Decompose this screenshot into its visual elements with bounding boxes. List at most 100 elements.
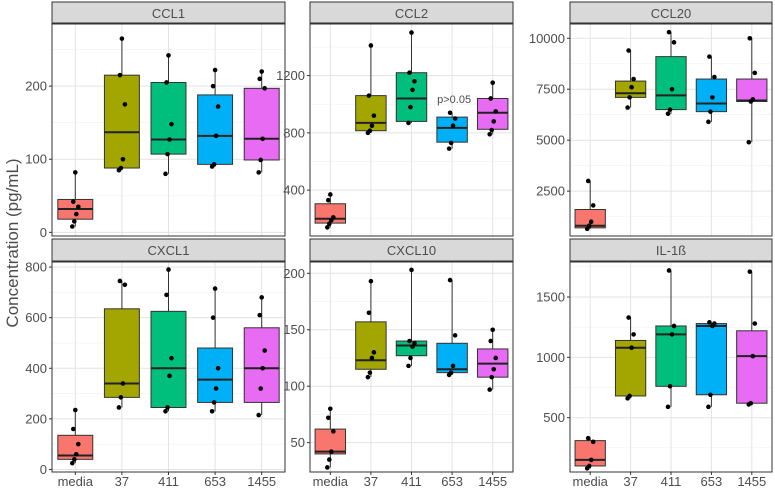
facet-title: IL-1ß xyxy=(656,243,686,258)
y-tick-label: 50 xyxy=(291,435,305,450)
data-point xyxy=(212,67,218,73)
box-37 xyxy=(103,278,140,410)
data-point xyxy=(450,363,456,369)
data-point xyxy=(325,465,330,470)
data-point xyxy=(450,123,456,129)
data-point xyxy=(169,355,174,361)
y-tick-label: 100 xyxy=(25,152,47,167)
data-point xyxy=(490,80,496,86)
data-point xyxy=(488,96,494,101)
y-tick-label: 400 xyxy=(25,361,47,376)
panel-border xyxy=(51,23,286,237)
box-iqr xyxy=(150,81,187,155)
data-point xyxy=(262,86,268,91)
data-point xyxy=(712,74,717,80)
x-tick-label: 37 xyxy=(623,474,637,488)
data-point xyxy=(586,463,592,469)
box-1455 xyxy=(243,295,280,418)
data-point xyxy=(707,320,712,325)
data-point xyxy=(586,223,592,229)
panel-border xyxy=(309,23,514,237)
facet-title: CCL1 xyxy=(152,6,185,21)
facet-panel-ccl20: CCL20 2500 5000 7500 10000 xyxy=(529,1,773,237)
data-point xyxy=(164,80,169,85)
data-point xyxy=(631,332,636,337)
data-point xyxy=(407,70,412,76)
data-point xyxy=(746,139,752,145)
y-tick-label: 0 xyxy=(40,462,47,477)
data-point xyxy=(406,363,411,369)
data-point xyxy=(256,170,262,175)
data-point xyxy=(588,219,594,225)
data-point xyxy=(412,340,417,346)
box-411 xyxy=(150,53,187,177)
y-tick-label: 7500 xyxy=(536,82,565,97)
data-point xyxy=(493,109,499,114)
box-37 xyxy=(614,48,647,110)
box-iqr xyxy=(355,321,387,370)
facet-strip xyxy=(309,1,514,24)
y-tick-label: 500 xyxy=(543,410,565,425)
data-point xyxy=(447,110,453,116)
data-point xyxy=(328,406,333,412)
y-axis-label: Concentration (pg/mL) xyxy=(3,158,22,327)
y-tick-label: 200 xyxy=(25,79,47,94)
data-point xyxy=(491,366,497,372)
data-point xyxy=(585,178,591,184)
x-tick-label: 411 xyxy=(401,474,422,488)
data-point xyxy=(490,327,496,333)
data-point xyxy=(629,345,634,350)
x-tick-label: media xyxy=(313,474,349,488)
data-point xyxy=(671,40,677,45)
data-point xyxy=(166,53,171,58)
box-media xyxy=(574,435,606,471)
box-iqr xyxy=(655,56,687,111)
box-iqr xyxy=(476,97,509,130)
data-point xyxy=(629,84,634,90)
data-point xyxy=(262,348,268,353)
data-point xyxy=(708,392,713,398)
data-point xyxy=(163,408,168,414)
box-411 xyxy=(655,268,687,410)
data-point xyxy=(166,267,171,272)
x-tick-label: 653 xyxy=(441,474,463,488)
data-point xyxy=(122,282,128,288)
data-point xyxy=(118,165,124,171)
x-tick-label: media xyxy=(58,474,94,488)
data-point xyxy=(327,457,332,462)
data-point xyxy=(590,439,596,445)
data-point xyxy=(71,199,76,204)
data-point xyxy=(209,408,215,414)
box-iqr xyxy=(436,342,468,374)
y-tick-label: 2500 xyxy=(536,184,565,199)
box-iqr xyxy=(103,74,140,169)
annotation-label: p>0.05 xyxy=(437,94,471,106)
data-point xyxy=(213,386,219,391)
data-point xyxy=(410,344,415,349)
data-point xyxy=(669,86,675,92)
data-point xyxy=(409,30,414,35)
box-653 xyxy=(695,54,728,125)
data-point xyxy=(331,215,336,220)
data-point xyxy=(489,374,495,380)
y-tick-label: 200 xyxy=(283,266,305,281)
data-point xyxy=(710,95,715,100)
data-point xyxy=(671,323,677,329)
facet-panel-il-1-: IL-1ß 500 1000 1500 media 37 411 653 1455 xyxy=(536,238,773,488)
data-point xyxy=(257,312,263,318)
data-point xyxy=(706,119,711,125)
x-tick-label: 37 xyxy=(364,474,378,488)
box-media xyxy=(314,192,347,230)
data-point xyxy=(117,278,123,284)
data-point xyxy=(712,321,717,326)
data-point xyxy=(70,224,75,229)
data-point xyxy=(752,70,758,76)
data-point xyxy=(707,54,712,59)
data-point xyxy=(750,353,756,359)
data-point xyxy=(258,157,264,163)
box-1455 xyxy=(736,35,768,145)
box-media xyxy=(574,178,606,232)
data-point xyxy=(211,400,217,405)
data-point xyxy=(447,277,453,283)
data-point xyxy=(366,310,372,316)
